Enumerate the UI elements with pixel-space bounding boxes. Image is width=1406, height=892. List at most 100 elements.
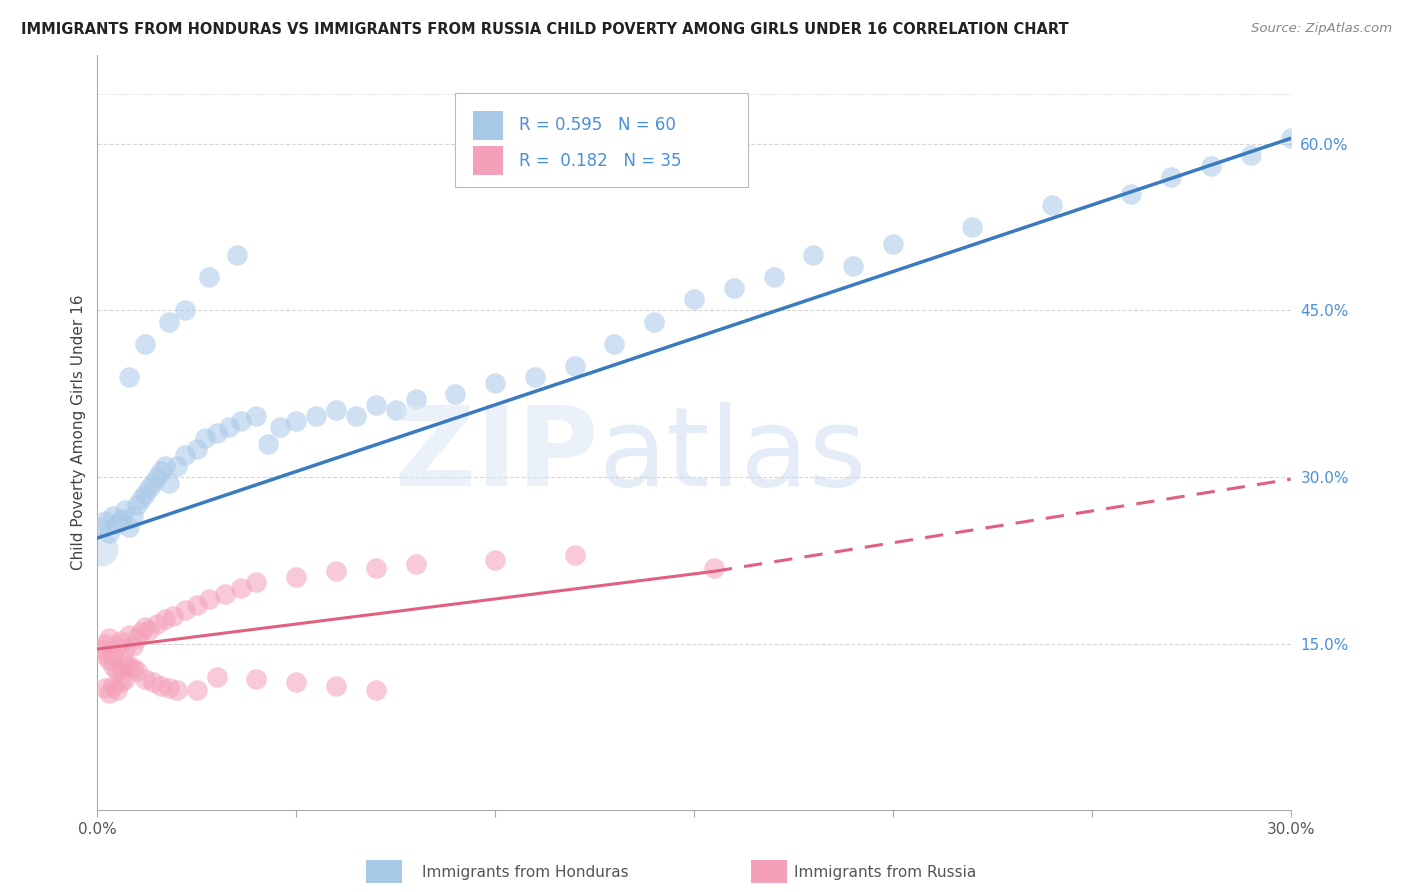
Point [105,683,128,698]
Point [146,470,169,484]
Point [90,542,112,557]
Point [305,409,328,423]
Point [122,508,145,523]
Point [1240,148,1263,162]
FancyBboxPatch shape [456,93,748,187]
Point [225,248,247,262]
Text: Source: ZipAtlas.com: Source: ZipAtlas.com [1251,22,1392,36]
Point [114,672,136,686]
Point [98,686,121,700]
Point [98,653,121,667]
Point [523,370,546,384]
Text: ZIP: ZIP [395,401,599,508]
Point [153,612,176,626]
Point [384,403,406,417]
Point [405,557,427,571]
Text: R = 0.595   N = 60: R = 0.595 N = 60 [519,116,675,135]
Point [194,431,217,445]
Point [173,448,195,462]
Point [801,248,824,262]
Point [882,236,904,251]
Point [103,648,125,662]
Point [484,376,506,390]
Point [150,679,173,693]
Point [105,639,128,653]
Point [162,608,184,623]
Point [364,683,387,698]
Point [127,498,149,512]
Point [90,642,112,657]
Point [186,598,208,612]
Point [723,281,745,295]
Point [166,458,188,473]
Point [150,465,173,479]
Y-axis label: Child Poverty Among Girls Under 16: Child Poverty Among Girls Under 16 [72,295,86,570]
Point [683,293,706,307]
Point [186,683,208,698]
Point [257,436,280,450]
Point [214,586,236,600]
Point [157,475,180,490]
Point [110,675,132,690]
Point [564,359,586,373]
Point [146,616,169,631]
Point [197,592,219,607]
Point [344,409,367,423]
Point [98,525,121,540]
Point [129,625,152,640]
Point [122,639,145,653]
Point [142,475,165,490]
Point [245,575,267,590]
Point [110,634,132,648]
Point [94,515,117,529]
Point [364,561,387,575]
Point [103,508,125,523]
Text: Immigrants from Russia: Immigrants from Russia [794,865,977,880]
Point [173,603,195,617]
Point [269,420,291,434]
Point [325,679,347,693]
Point [157,681,180,695]
Point [962,220,984,235]
Point [127,665,149,679]
Point [94,648,117,662]
Point [205,670,228,684]
Point [842,259,865,273]
Point [285,415,308,429]
Point [103,658,125,673]
Point [134,672,156,686]
Point [1279,131,1302,145]
Point [94,636,117,650]
Point [110,512,132,526]
Point [1199,159,1222,173]
Point [98,631,121,645]
Point [245,672,267,686]
Point [603,336,626,351]
Point [285,570,308,584]
Point [127,631,149,645]
Point [90,520,112,534]
Point [153,458,176,473]
Point [245,409,267,423]
Point [138,624,160,638]
Text: Immigrants from Honduras: Immigrants from Honduras [422,865,628,880]
Point [105,665,128,679]
Point [285,675,308,690]
Point [134,336,156,351]
Text: atlas: atlas [599,401,868,508]
Point [142,675,165,690]
Point [444,386,467,401]
Point [197,270,219,285]
Point [134,486,156,500]
Point [643,315,665,329]
Point [138,481,160,495]
Point [1121,186,1143,201]
Point [762,270,785,285]
Point [118,658,141,673]
Point [325,403,347,417]
Point [364,398,387,412]
Point [166,683,188,698]
Point [110,661,132,675]
Point [94,681,117,695]
Point [122,661,145,675]
